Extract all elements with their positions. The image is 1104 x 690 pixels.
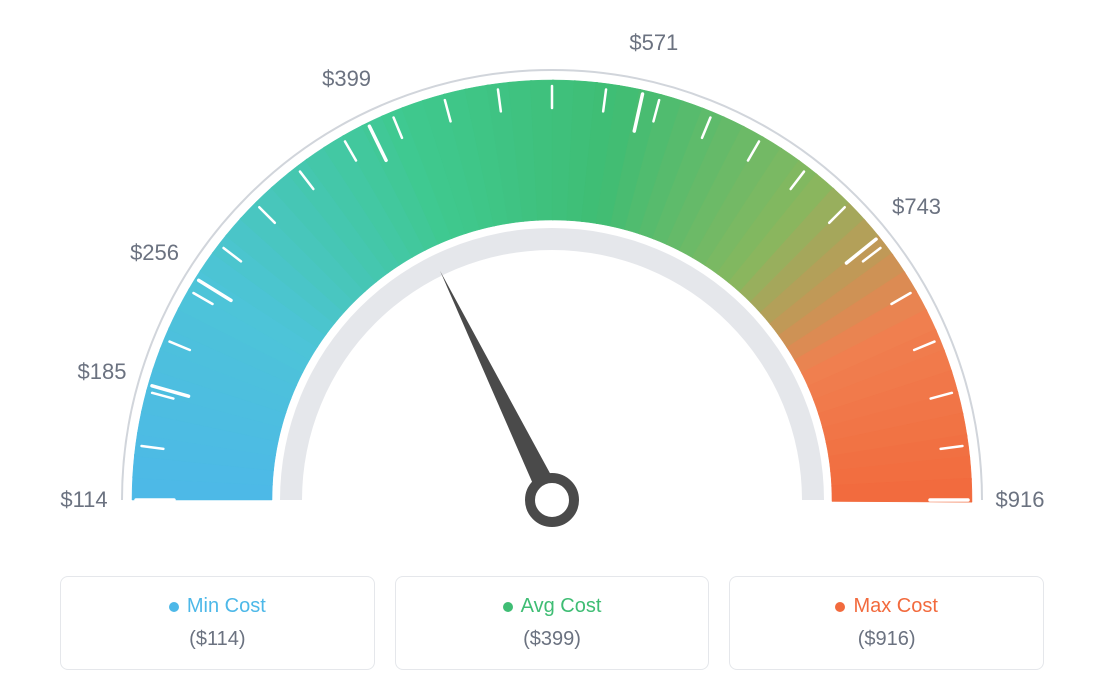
legend-value-avg: ($399) — [408, 628, 697, 651]
legend-row: Min Cost ($114) Avg Cost ($399) Max Cost… — [0, 576, 1104, 670]
legend-title-max: Max Cost — [835, 595, 937, 618]
legend-label-max: Max Cost — [853, 595, 937, 618]
gauge-container: $114 $185 $256 $399 $571 $743 $916 — [0, 0, 1104, 560]
dot-icon — [835, 602, 845, 612]
legend-card-max: Max Cost ($916) — [729, 576, 1044, 670]
gauge-tick-label: $185 — [77, 359, 126, 385]
gauge-tick-label: $571 — [629, 30, 678, 56]
gauge-tick-label: $743 — [892, 194, 941, 220]
legend-value-min: ($114) — [73, 628, 362, 651]
gauge-tick-label: $114 — [60, 487, 107, 513]
gauge-tick-label: $916 — [996, 487, 1045, 513]
legend-card-avg: Avg Cost ($399) — [395, 576, 710, 670]
legend-card-min: Min Cost ($114) — [60, 576, 375, 670]
legend-value-max: ($916) — [742, 628, 1031, 651]
legend-label-min: Min Cost — [187, 595, 266, 618]
gauge-svg — [0, 0, 1104, 560]
dot-icon — [169, 602, 179, 612]
legend-title-min: Min Cost — [169, 595, 266, 618]
legend-title-avg: Avg Cost — [503, 595, 602, 618]
dot-icon — [503, 602, 513, 612]
gauge-tick-label: $399 — [322, 66, 371, 92]
legend-label-avg: Avg Cost — [521, 595, 602, 618]
gauge-tick-label: $256 — [130, 240, 179, 266]
